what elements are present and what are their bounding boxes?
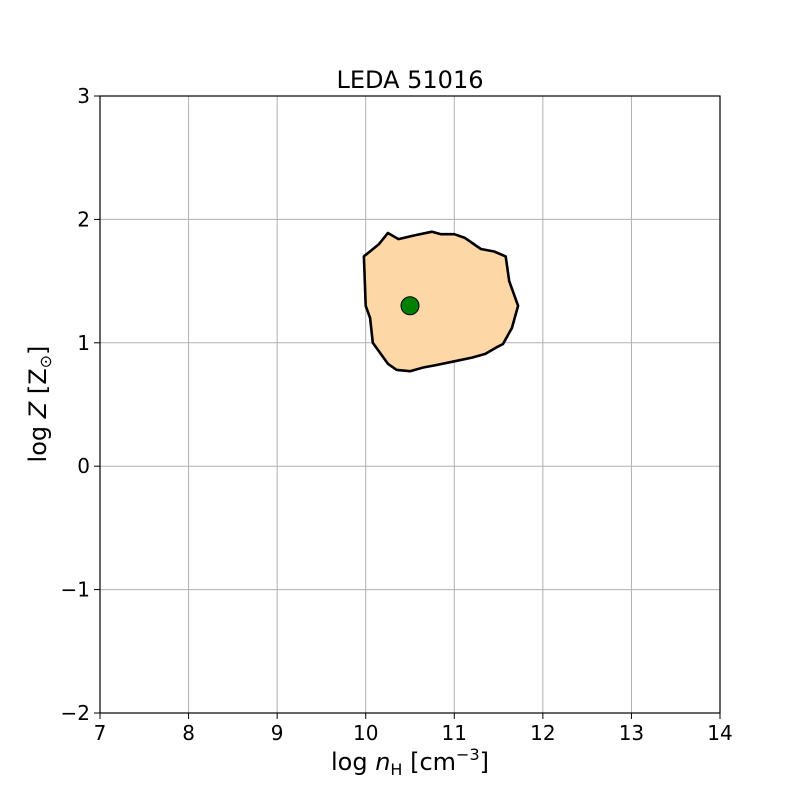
- confidence-region-layer: [362, 230, 520, 373]
- x-tick-label: 7: [94, 721, 107, 745]
- y-tick-label: 3: [77, 84, 90, 108]
- x-tick-label: 8: [182, 721, 195, 745]
- x-tick-label: 10: [353, 721, 378, 745]
- x-tick-label: 9: [271, 721, 284, 745]
- plot-frame: [99, 95, 721, 714]
- x-tick-label: 13: [619, 721, 644, 745]
- y-tick-label: 0: [77, 454, 90, 478]
- x-tick-label: 14: [707, 721, 732, 745]
- grid: [99, 95, 721, 714]
- y-tick-label: −2: [61, 701, 90, 725]
- x-tick-label: 12: [530, 721, 555, 745]
- x-axis-label: log nH [cm−3]: [331, 745, 489, 779]
- confidence-region: [362, 230, 520, 373]
- chart-title: LEDA 51016: [337, 66, 484, 94]
- y-tick-label: −1: [61, 578, 90, 602]
- y-tick-label: 1: [77, 331, 90, 355]
- data-points-layer: [400, 296, 420, 316]
- data-point: [400, 296, 420, 316]
- y-axis-label: log Z [Z⊙]: [24, 346, 55, 463]
- x-tick-label: 11: [442, 721, 467, 745]
- y-tick-label: 2: [77, 207, 90, 231]
